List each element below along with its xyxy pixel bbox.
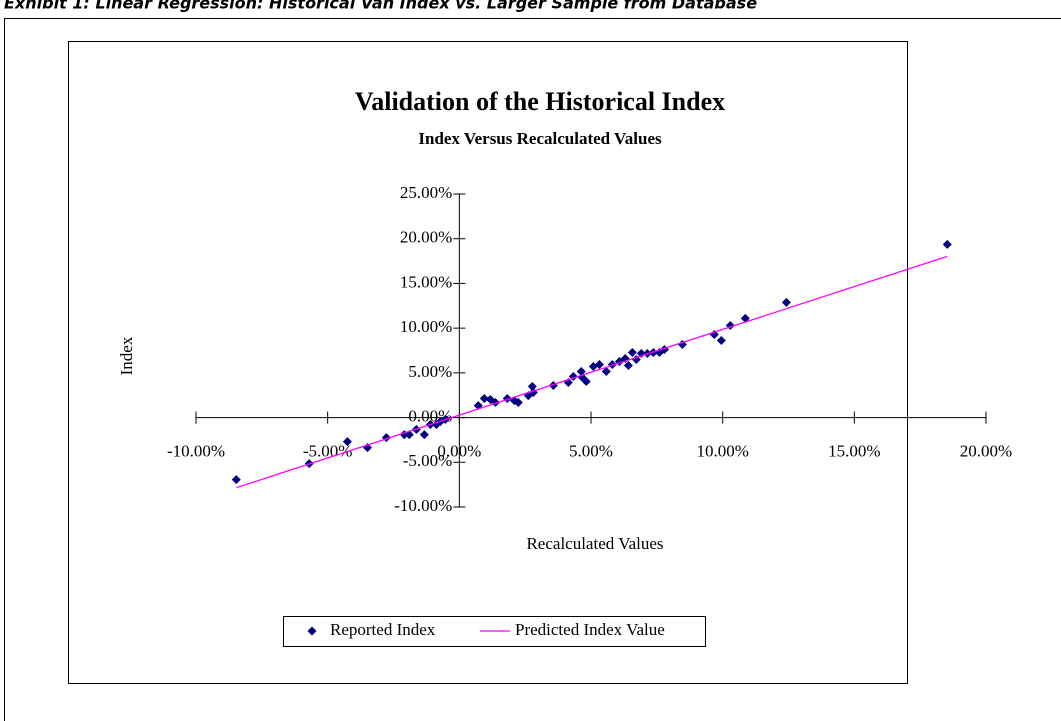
data-point xyxy=(479,394,489,404)
legend-label: Predicted Index Value xyxy=(515,620,665,639)
data-point xyxy=(942,239,952,249)
x-tick-label: 20.00% xyxy=(960,441,1012,460)
y-tick-label: 15.00% xyxy=(400,272,452,291)
data-point xyxy=(781,297,791,307)
chart-area xyxy=(68,41,908,684)
y-tick-label: 25.00% xyxy=(400,183,452,202)
legend-marker xyxy=(307,626,317,636)
data-point xyxy=(576,367,586,377)
data-point xyxy=(342,437,352,447)
y-tick-label: 10.00% xyxy=(400,317,452,336)
data-point xyxy=(513,398,523,408)
data-point xyxy=(490,398,500,408)
y-axis-title: Index xyxy=(117,336,136,375)
data-point xyxy=(601,367,611,377)
trend-line xyxy=(236,255,948,489)
data-point xyxy=(231,475,241,485)
x-axis-title: Recalculated Values xyxy=(526,534,663,553)
y-tick-label: 5.00% xyxy=(408,362,452,381)
x-tick-label: 0.00% xyxy=(437,441,481,460)
data-point xyxy=(627,347,637,357)
data-point xyxy=(623,361,633,371)
y-tick-label: 20.00% xyxy=(400,228,452,247)
data-point xyxy=(419,430,429,440)
legend-label: Reported Index xyxy=(330,620,436,639)
data-point xyxy=(527,382,537,392)
chart-title: Validation of the Historical Index xyxy=(355,87,725,116)
x-tick-label: 10.00% xyxy=(696,441,748,460)
data-point xyxy=(716,335,726,345)
x-tick-label: -10.00% xyxy=(167,441,225,460)
data-point xyxy=(581,377,591,387)
x-tick-label: -5.00% xyxy=(303,441,353,460)
y-tick-label: -10.00% xyxy=(394,496,452,515)
y-tick-label: -5.00% xyxy=(403,451,453,470)
x-tick-label: 15.00% xyxy=(828,441,880,460)
data-point xyxy=(594,359,604,369)
exhibit-title: Exhibit 1: Linear Regression: Historical… xyxy=(4,0,757,13)
x-tick-label: 5.00% xyxy=(569,441,613,460)
chart-subtitle: Index Versus Recalculated Values xyxy=(418,129,662,148)
outer-frame xyxy=(4,18,1061,721)
